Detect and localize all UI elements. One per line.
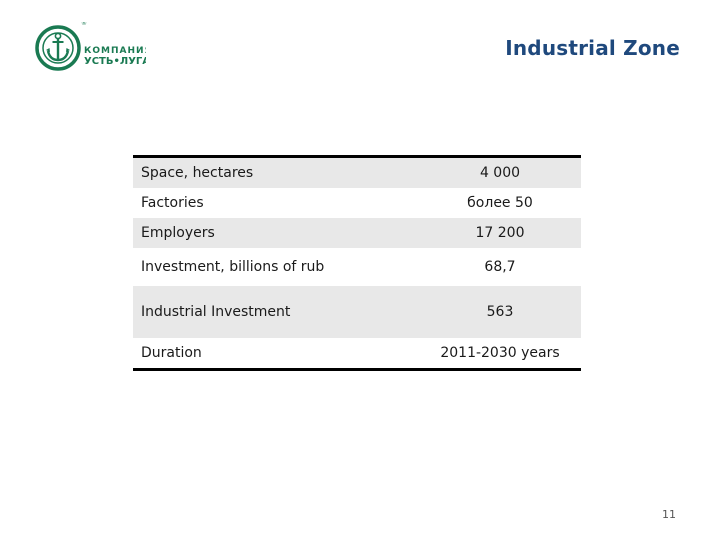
row-value: 4 000 bbox=[419, 156, 581, 188]
industrial-zone-table: Space, hectares 4 000 Factories более 50… bbox=[133, 155, 581, 371]
registered-mark: ® bbox=[81, 22, 87, 27]
row-value: 68,7 bbox=[484, 259, 516, 275]
row-label: Factories bbox=[141, 195, 204, 211]
row-label: Space, hectares bbox=[133, 156, 419, 188]
row-value: 2011-2030 years bbox=[440, 345, 560, 361]
logo-text-bottom: УСТЬ•ЛУГА bbox=[84, 56, 146, 67]
row-label: Duration bbox=[141, 345, 202, 361]
table-row: Employers 17 200 bbox=[133, 218, 581, 248]
table-row: Investment, billions of rub 68,7 bbox=[133, 248, 581, 286]
table-row: Industrial Investment 563 bbox=[133, 286, 581, 338]
row-value: 563 bbox=[419, 286, 581, 338]
logo-text-top: КОМПАНИЯ bbox=[84, 46, 146, 56]
row-value: более 50 bbox=[467, 195, 533, 211]
table-row: Factories более 50 bbox=[133, 188, 581, 218]
table-row: Space, hectares 4 000 bbox=[133, 156, 581, 188]
anchor-emblem-icon: ® КОМПАНИЯ УСТЬ•ЛУГА bbox=[35, 22, 146, 71]
slide-title: Industrial Zone bbox=[505, 36, 680, 60]
row-value: 17 200 bbox=[419, 218, 581, 248]
row-label: Investment, billions of rub bbox=[141, 259, 325, 275]
row-label: Industrial Investment bbox=[133, 286, 419, 338]
row-label: Employers bbox=[133, 218, 419, 248]
company-logo: ® КОМПАНИЯ УСТЬ•ЛУГА bbox=[34, 22, 146, 74]
page-number: 11 bbox=[662, 508, 676, 521]
table-row: Duration 2011-2030 years bbox=[133, 338, 581, 370]
